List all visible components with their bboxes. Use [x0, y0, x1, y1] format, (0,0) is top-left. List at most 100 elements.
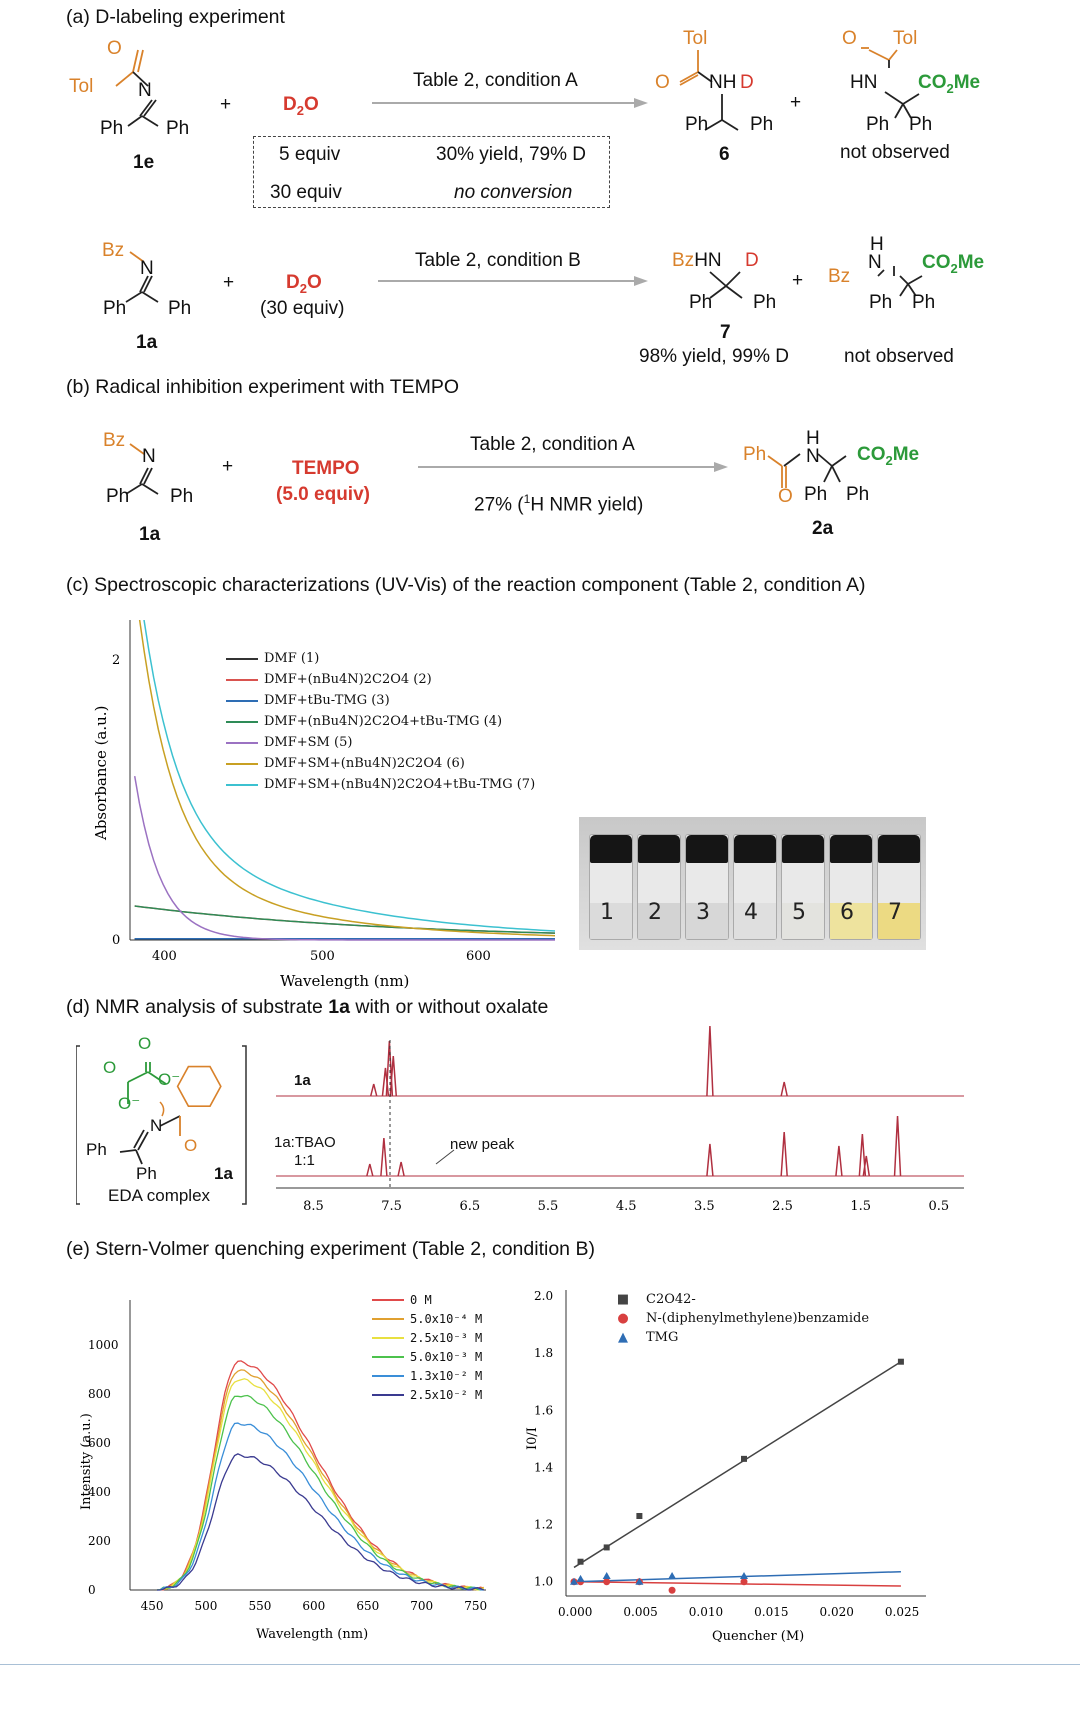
fluorescence-ytick: 400 — [88, 1485, 111, 1499]
nitrogen-label: N — [142, 446, 156, 467]
sv-ytick: 2.0 — [534, 1289, 553, 1303]
vial-number: 7 — [888, 900, 902, 925]
legend-swatch — [372, 1393, 404, 1396]
vial-cap — [878, 835, 920, 863]
benzoyl-label: Bz — [828, 266, 851, 287]
fluorescence-xtick: 700 — [410, 1599, 433, 1613]
ph-label: Ph — [106, 486, 130, 507]
sv-data-point — [602, 1572, 611, 1579]
vial-liquid — [878, 903, 920, 939]
legend-entry: DMF+SM+(nBu4N)2C2O4 (6) — [226, 753, 535, 774]
fluorescence-xlabel: Wavelength (nm) — [256, 1627, 368, 1642]
compound-number: 2a — [812, 518, 834, 539]
fluorescence-chart: 0 200 400 600 800 1000 450 500 550 600 650 700 750 W… — [79, 1300, 487, 1642]
sv-data-point — [740, 1572, 748, 1579]
vial-liquid — [590, 903, 632, 939]
byproduct-structure — [861, 47, 920, 119]
nmr-peak — [706, 1143, 714, 1177]
byproduct-structure — [877, 266, 923, 297]
equiv-row2: 30 equiv — [270, 182, 342, 203]
ph-label: Ph — [743, 444, 767, 465]
ester-label: CO2Me — [918, 72, 981, 96]
legend-label: TMG — [646, 1330, 679, 1345]
sv-ytick: 1.2 — [534, 1518, 553, 1532]
legend-label: DMF+SM (5) — [264, 735, 353, 750]
hydrogen-label: H — [870, 234, 884, 255]
nmr-xtick: 0.5 — [929, 1199, 950, 1214]
uvvis-legend: DMF (1) DMF+(nBu4N)2C2O4 (2) DMF+tBu-TMG (… — [226, 648, 535, 795]
hydrogen-label: H — [806, 428, 820, 449]
nmr-peak — [858, 1133, 867, 1177]
yield-result: 27% (1H NMR yield) — [474, 492, 644, 516]
result-row2: no conversion — [454, 182, 573, 203]
legend-label: 1.3x10⁻² M — [410, 1368, 483, 1383]
sv-ytick: 1.4 — [534, 1460, 553, 1474]
plus-sign: + — [220, 94, 232, 115]
legend-label: C2O42- — [646, 1292, 696, 1307]
nmr-xtick: 2.5 — [772, 1199, 793, 1214]
nmr-xtick: 7.5 — [381, 1199, 402, 1214]
sv-data-point — [603, 1544, 610, 1551]
legend-swatch — [226, 699, 258, 702]
ph-label: Ph — [170, 486, 194, 507]
uvvis-chart: 0 2 400 500 600 Wavelength (nm) Absorban… — [92, 620, 556, 990]
legend-label: 2.5x10⁻² M — [410, 1387, 483, 1402]
d2o-reagent: D2O — [286, 272, 322, 296]
sv-data-point — [570, 1577, 578, 1585]
legend-entry: DMF (1) — [226, 648, 535, 669]
sv-data-point — [603, 1578, 611, 1586]
sv-ytick: 1.0 — [534, 1575, 553, 1589]
nmr-peak — [862, 1155, 871, 1177]
ph-label: Ph — [685, 114, 709, 135]
section-e-title: (e) Stern-Volmer quenching experiment (T… — [66, 1238, 595, 1260]
legend-entry: ▲ TMG — [616, 1328, 869, 1347]
fluorescence-xtick: 550 — [248, 1599, 271, 1613]
ph-label: Ph — [804, 484, 828, 505]
legend-swatch — [372, 1355, 404, 1358]
reaction-arrow — [418, 462, 728, 472]
vial-number: 4 — [744, 900, 758, 925]
uvvis-xlabel: Wavelength (nm) — [280, 972, 409, 990]
tol-label: Tol — [69, 76, 94, 97]
nmr-peak — [369, 1083, 378, 1097]
d2o-reagent: D2O — [283, 94, 319, 118]
eda-complex-label: EDA complex — [108, 1186, 211, 1205]
vial-number: 3 — [696, 900, 710, 925]
vial-cap — [830, 835, 872, 863]
legend-label: DMF+SM+(nBu4N)2C2O4+tBu-TMG (7) — [264, 777, 536, 792]
legend-swatch — [372, 1374, 404, 1377]
vials-photo: 1 2 3 4 5 6 7 — [579, 817, 926, 950]
fluorescence-ytick: 1000 — [88, 1338, 119, 1352]
reaction-arrow — [372, 98, 648, 108]
ph-label: Ph — [689, 292, 713, 313]
fluorescence-xtick: 450 — [141, 1599, 164, 1613]
nmr-peak — [893, 1115, 902, 1177]
ph-label: Ph — [100, 118, 124, 139]
ph-label: Ph — [168, 298, 192, 319]
nmr-peak — [835, 1145, 843, 1177]
fluorescence-series-line — [157, 1453, 485, 1591]
compound-1a-structure — [125, 443, 159, 495]
sv-ytick: 1.6 — [534, 1403, 553, 1417]
ph-label: Ph — [103, 298, 127, 319]
ph-label: Ph — [750, 114, 774, 135]
oxygen-label: O — [778, 486, 793, 507]
sv-fit-line — [573, 1570, 901, 1583]
nmr-peak — [706, 1025, 714, 1097]
uvvis-series-line — [143, 620, 556, 932]
ester-label: CO2Me — [857, 444, 920, 468]
oxygen-label: O — [655, 72, 670, 93]
footer-divider — [0, 1664, 1080, 1665]
tol-label: Tol — [683, 28, 708, 49]
tol-label: Tol — [893, 28, 918, 49]
oxygen-label: O⁻ — [158, 1070, 181, 1089]
ph-label: Ph — [753, 292, 777, 313]
oxygen-label: O⁻ — [118, 1094, 141, 1113]
sv-data-point — [635, 1577, 644, 1585]
vial-number: 6 — [840, 900, 854, 925]
legend-entry: DMF+SM (5) — [226, 732, 535, 753]
fluorescence-xtick: 600 — [302, 1599, 325, 1613]
deuterium-label: D — [745, 250, 759, 271]
vial-cap — [686, 835, 728, 863]
ph-label: Ph — [846, 484, 870, 505]
